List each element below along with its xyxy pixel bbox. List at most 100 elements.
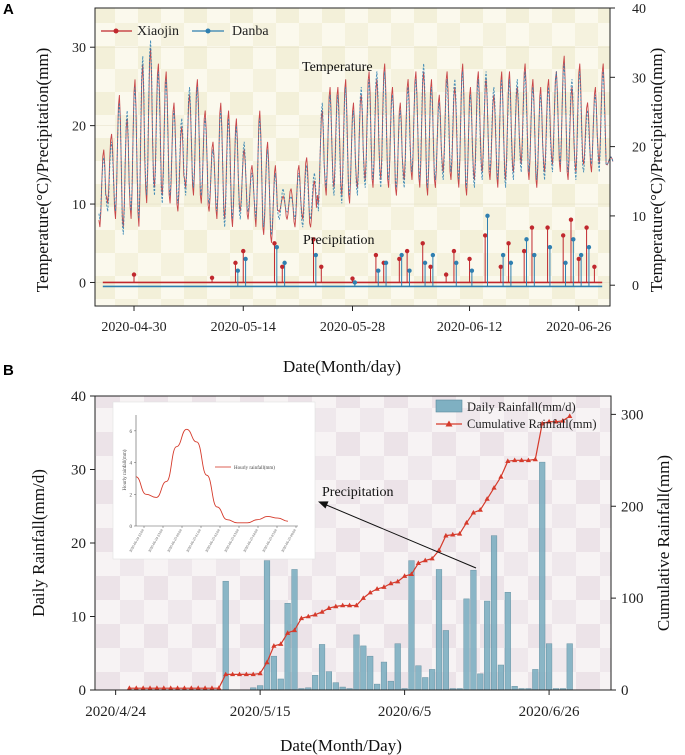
panel-a-x-axis-label: Date(Month/day)	[283, 357, 401, 376]
cumulative-rainfall-marker	[271, 643, 277, 648]
danba-precipitation-point	[376, 268, 381, 273]
xiaojin-precipitation-point	[428, 264, 433, 269]
danba-precipitation-point	[469, 268, 475, 273]
daily-rainfall-bar	[277, 678, 284, 691]
cumulative-rainfall-marker	[360, 595, 366, 600]
panel-b-left-tick-label: 30	[71, 463, 86, 479]
daily-rainfall-bar	[442, 630, 449, 691]
daily-rainfall-bar	[422, 677, 429, 691]
cumulative-rainfall-marker	[498, 474, 504, 479]
danba-precipitation-point	[547, 244, 553, 250]
xiaojin-precipitation-point	[545, 225, 550, 230]
xiaojin-precipitation-point	[241, 248, 246, 254]
cumulative-rainfall-marker	[174, 685, 181, 690]
xiaojin-precipitation-point	[131, 272, 137, 277]
daily-rainfall-bar	[484, 600, 491, 691]
xiaojin-precipitation-point	[280, 264, 285, 269]
xiaojin-precipitation-point	[451, 248, 457, 254]
panel-a-left-tick-label: 20	[72, 120, 86, 135]
cumulative-rainfall-marker	[553, 418, 559, 424]
cumulative-rainfall-marker	[457, 531, 463, 536]
cumulative-rainfall-marker	[567, 413, 573, 419]
cumulative-rainfall-marker	[236, 671, 243, 677]
panel-a-x-tick-label: 2020-05-14	[211, 320, 276, 335]
panel-b-left-tick-label: 20	[71, 536, 86, 552]
cumulative-rainfall-marker	[326, 605, 332, 611]
annotation-precipitation: Precipitation	[303, 233, 375, 248]
daily-rainfall-bar	[257, 685, 264, 691]
cumulative-rainfall-marker	[305, 613, 311, 619]
legend-xiaojin-marker	[113, 28, 119, 34]
danba-precipitation-point	[352, 280, 358, 285]
xiaojin-precipitation-point	[506, 241, 511, 246]
danba-precipitation-point	[422, 260, 428, 266]
cumulative-rainfall-marker	[463, 519, 470, 525]
cumulative-rainfall-marker	[395, 578, 401, 584]
legend-danba-label: Danba	[232, 24, 269, 39]
daily-rainfall-bar	[360, 645, 367, 691]
panel-b-right-tick-label: 0	[621, 683, 629, 699]
cumulative-rainfall-marker	[415, 560, 421, 566]
panel-b-x-tick-label: 2020/6/5	[378, 704, 431, 720]
daily-rainfall-bar	[546, 643, 553, 691]
daily-rainfall-bar	[566, 643, 573, 691]
danba-precipitation-point	[282, 260, 287, 266]
annotation-precipitation-b: Precipitation	[322, 485, 394, 500]
danba-precipitation-point	[485, 213, 490, 219]
danba-precipitation-point	[578, 252, 584, 258]
cumulative-rainfall-marker	[168, 685, 174, 690]
cumulative-rainfall-marker	[512, 457, 518, 463]
danba-precipitation-point	[571, 237, 576, 242]
cumulative-rainfall-marker	[216, 685, 222, 690]
cumulative-rainfall-marker	[230, 671, 236, 677]
cumulative-rainfall-marker	[422, 557, 428, 563]
daily-rainfall-bar	[353, 634, 360, 691]
cumulative-rainfall-marker	[367, 589, 373, 595]
daily-rainfall-bar	[387, 680, 394, 691]
panel-a-right-tick-label: 20	[632, 141, 646, 156]
xiaojin-precipitation-point	[498, 264, 503, 269]
danba-precipitation-point	[407, 268, 412, 273]
cumulative-rainfall-marker	[140, 685, 146, 690]
legend-cumulative-marker	[445, 420, 453, 427]
cumulative-rainfall-marker	[195, 685, 201, 690]
inset-y-tick-label: 2	[130, 493, 133, 498]
xiaojin-precipitation-point	[397, 256, 402, 262]
cumulative-rainfall-marker	[147, 685, 153, 690]
danba-precipitation-point	[235, 268, 240, 273]
cumulative-rainfall-marker	[188, 685, 194, 690]
xiaojin-precipitation-point	[560, 233, 566, 238]
xiaojin-precipitation-point	[467, 256, 472, 262]
daily-rainfall-bar	[490, 535, 498, 691]
cumulative-rainfall-marker	[319, 609, 325, 614]
cumulative-rainfall-marker	[477, 507, 483, 512]
cumulative-rainfall-marker	[374, 586, 380, 591]
daily-rainfall-bar	[332, 682, 339, 691]
danba-precipitation-point	[399, 252, 404, 258]
daily-rainfall-bar	[367, 655, 374, 691]
cumulative-rainfall-marker	[333, 603, 339, 609]
cumulative-rainfall-marker	[429, 555, 435, 561]
cumulative-rainfall-marker	[154, 685, 160, 690]
xiaojin-precipitation-point	[373, 252, 379, 258]
cumulative-rainfall-marker	[278, 641, 284, 646]
danba-precipitation-point	[313, 252, 319, 258]
xiaojin-precipitation-point	[529, 225, 535, 230]
cumulative-rainfall-marker	[539, 420, 545, 426]
daily-rainfall-bar	[380, 661, 388, 691]
daily-rainfall-bar	[325, 671, 332, 691]
daily-rainfall-bar	[263, 560, 271, 691]
cumulative-rainfall-marker	[223, 671, 229, 677]
daily-rainfall-bar	[312, 675, 319, 691]
daily-rainfall-bar	[504, 591, 511, 691]
inset-background	[112, 401, 316, 560]
panel-b-left-tick-label: 0	[79, 683, 87, 699]
cumulative-rainfall-marker	[340, 602, 346, 608]
cumulative-rainfall-marker	[518, 457, 525, 463]
cumulative-rainfall-marker	[381, 584, 387, 589]
cumulative-rainfall-marker	[250, 671, 256, 677]
cumulative-rainfall-marker	[298, 615, 304, 621]
panel-a-right-y-axis-label: Temperature(°C)/Precipitation(mm)	[647, 48, 666, 292]
